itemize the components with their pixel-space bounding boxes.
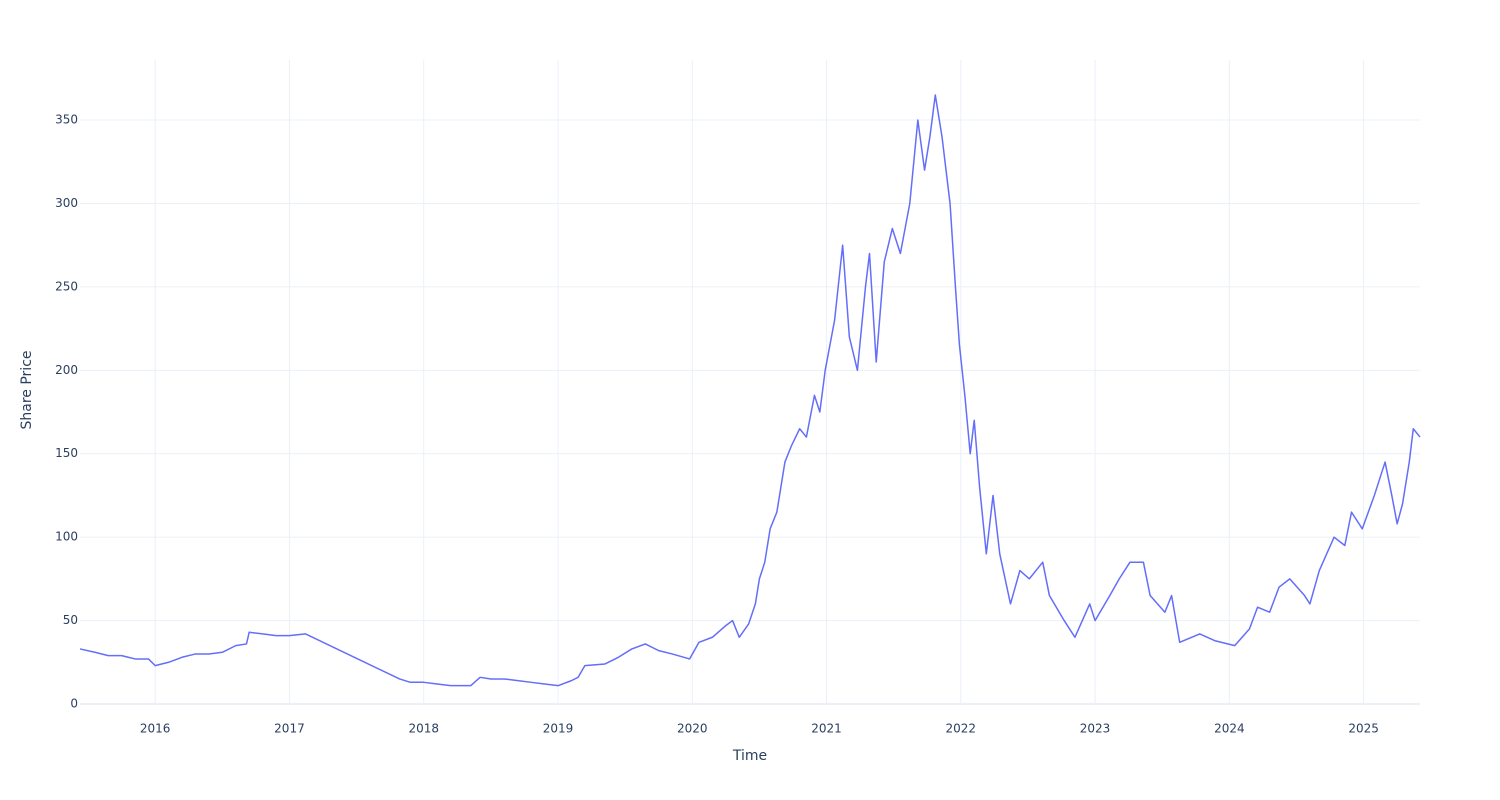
x-tick-label: 2017 <box>274 722 305 736</box>
y-axis-title: Share Price <box>19 350 35 429</box>
x-tick-label: 2018 <box>408 722 439 736</box>
x-tick-label: 2016 <box>140 722 171 736</box>
x-tick-label: 2023 <box>1080 722 1111 736</box>
x-tick-label: 2024 <box>1214 722 1245 736</box>
x-tick-label: 2022 <box>946 722 977 736</box>
y-tick-label: 250 <box>55 279 78 293</box>
y-tick-label: 100 <box>55 530 78 544</box>
x-tick-label: 2019 <box>543 722 574 736</box>
y-tick-label: 0 <box>70 697 78 711</box>
y-tick-label: 350 <box>55 113 78 127</box>
y-tick-label: 150 <box>55 446 78 460</box>
x-axis-title: Time <box>732 748 767 764</box>
price-line <box>79 94 1421 687</box>
x-tick-label: 2021 <box>811 722 842 736</box>
y-tick-label: 50 <box>63 613 78 627</box>
y-tick-label: 200 <box>55 363 78 377</box>
x-tick-label: 2025 <box>1348 722 1379 736</box>
x-tick-label: 2020 <box>677 722 708 736</box>
y-tick-label: 300 <box>55 196 78 210</box>
